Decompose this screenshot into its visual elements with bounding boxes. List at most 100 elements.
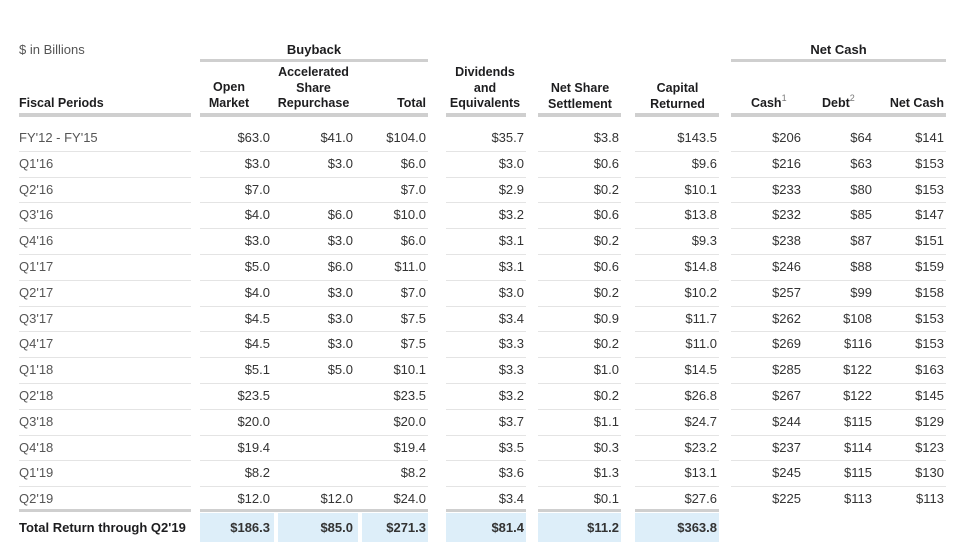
cell-period: Q1'19 (19, 465, 54, 481)
cell-buyback-total: $10.1 (393, 362, 426, 378)
row-divider (635, 331, 719, 333)
cell-net-cash: $159 (915, 259, 944, 274)
row-divider (635, 254, 719, 255)
cell-asr: $5.0 (327, 362, 353, 378)
cell-buyback-total: $11.0 (394, 259, 426, 274)
header-dividends-equivalents: Dividends and Equivalents (446, 65, 524, 112)
cell-cash: $233 (772, 181, 801, 197)
row-divider (731, 486, 946, 488)
cell-debt: $122 (843, 388, 872, 403)
row-divider (200, 408, 428, 410)
row-divider (200, 357, 428, 359)
cell-buyback-total: $7.5 (400, 336, 426, 352)
row-divider (19, 202, 191, 204)
row-divider (200, 434, 428, 436)
cell-net-cash: $147 (915, 207, 944, 223)
cell-dividends: $3.0 (498, 284, 524, 300)
cell-capital-returned: $11.0 (685, 336, 717, 352)
total-highlight-nss (538, 513, 621, 542)
cell-dividends: $3.4 (498, 491, 524, 507)
cell-cash: $237 (772, 439, 801, 455)
cell-net-cash: $123 (915, 439, 944, 455)
cell-asr: $12.0 (320, 491, 353, 507)
cell-net-share-settlement: $1.0 (593, 362, 619, 378)
cell-dividends: $3.1 (498, 259, 524, 274)
cell-asr: $3.0 (327, 310, 353, 326)
row-divider (538, 331, 621, 333)
cell-open-market: $12.0 (237, 491, 270, 507)
total-row-rule (19, 509, 191, 512)
table-row: Q1'16 $3.0 $3.0 $6.0 $3.0 $0.6 $9.6 $216 $63 $153 (0, 150, 967, 177)
cell-asr: $6.0 (327, 207, 353, 223)
cell-period: Q3'17 (19, 310, 54, 326)
table-row: Q2'16 $7.0 $7.0 $2.9 $0.2 $10.1 $233 $80 $153 (0, 176, 967, 203)
cell-debt: $88 (850, 259, 872, 274)
header-cash-footnote: 1 (781, 93, 787, 103)
cell-net-share-settlement: $0.3 (593, 439, 619, 455)
row-divider (731, 279, 946, 281)
header-debt: Debt2 (822, 93, 855, 113)
total-dividends: $81.4 (491, 520, 524, 535)
cell-period: Q3'18 (19, 413, 54, 429)
cell-capital-returned: $9.6 (691, 155, 717, 171)
header-dividends-line-1: Dividends (455, 65, 515, 79)
row-divider (19, 228, 191, 230)
header-open-market-line-2: Market (208, 95, 250, 110)
cell-period: Q4'16 (19, 233, 54, 249)
cell-cash: $206 (772, 130, 801, 145)
cell-dividends: $3.3 (498, 336, 524, 352)
cell-open-market: $20.0 (237, 413, 270, 429)
cell-net-share-settlement: $0.6 (593, 259, 619, 274)
row-divider (635, 176, 719, 178)
cell-capital-returned: $14.5 (684, 362, 717, 378)
cell-cash: $238 (772, 233, 801, 249)
row-divider (200, 228, 428, 230)
row-divider (446, 176, 526, 178)
cell-net-cash: $153 (915, 181, 944, 197)
header-rule-capital (635, 113, 719, 117)
cell-capital-returned: $13.8 (684, 207, 717, 223)
table-row: Q3'16 $4.0 $6.0 $10.0 $3.2 $0.6 $13.8 $232 $85 $1… (0, 202, 967, 228)
cell-capital-returned: $14.8 (684, 259, 717, 274)
header-accelerated-share-repurchase: Accelerated Share Repurchase (270, 65, 357, 112)
cell-net-share-settlement: $0.6 (593, 155, 619, 171)
cell-debt: $85 (850, 207, 872, 223)
row-divider (446, 383, 526, 384)
cell-debt: $64 (850, 130, 872, 145)
row-divider (731, 460, 946, 462)
row-divider (538, 228, 621, 230)
header-rule-fiscal (19, 113, 191, 117)
header-open-market: Open Market (200, 80, 258, 111)
row-divider (538, 254, 621, 255)
row-divider (446, 434, 526, 436)
cell-debt: $115 (844, 413, 872, 429)
cell-debt: $113 (844, 491, 872, 507)
total-net-share-settlement: $11.2 (587, 520, 619, 535)
header-rule-nss (538, 113, 621, 117)
cell-buyback-total: $23.5 (393, 388, 426, 403)
row-divider (635, 408, 719, 410)
header-debt-label: Debt (822, 96, 850, 110)
total-row-rule (200, 509, 428, 512)
table-row: Q4'18 $19.4 $19.4 $3.5 $0.3 $23.2 $237 $114 $123 (0, 434, 967, 461)
total-row-rule (635, 509, 719, 512)
row-divider (19, 408, 191, 410)
header-net-share-settlement: Net Share Settlement (541, 81, 619, 112)
cell-net-share-settlement: $3.8 (593, 130, 619, 145)
table-row: Q2'19 $12.0 $12.0 $24.0 $3.4 $0.1 $27.6 $225 $11… (0, 486, 967, 512)
cell-period: Q4'18 (19, 439, 54, 455)
cell-debt: $63 (850, 155, 872, 171)
cell-dividends: $2.9 (498, 181, 524, 197)
row-divider (19, 383, 191, 384)
cell-period: Q3'16 (19, 207, 54, 223)
cell-buyback-total: $10.0 (393, 207, 426, 223)
total-row-rule (538, 509, 621, 512)
header-capital-line-1: Capital (656, 81, 699, 95)
cell-net-cash: $141 (915, 130, 944, 145)
table-row: Q4'17 $4.5 $3.0 $7.5 $3.3 $0.2 $11.0 $269 $116 $1… (0, 331, 967, 357)
cell-debt: $116 (844, 336, 872, 352)
row-divider (635, 434, 719, 436)
group-rule-net-cash (731, 59, 946, 62)
cell-cash: $225 (772, 491, 801, 507)
row-divider (538, 460, 621, 462)
